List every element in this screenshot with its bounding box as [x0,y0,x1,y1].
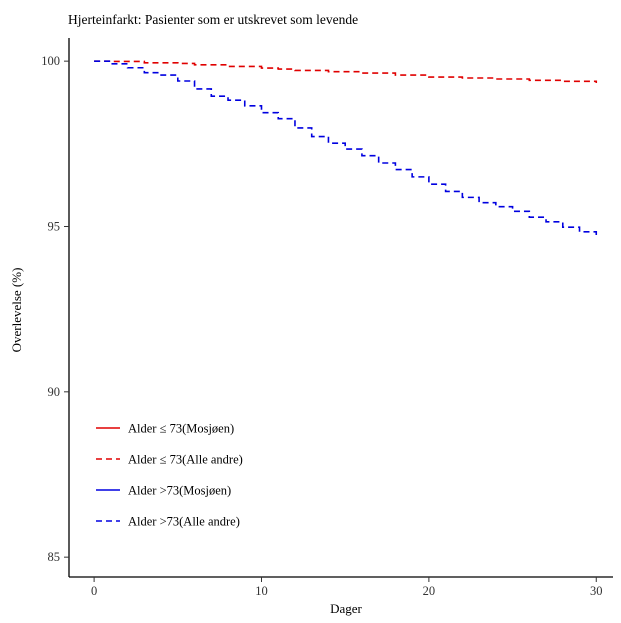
y-tick-label: 85 [48,550,61,564]
y-tick-label: 100 [41,54,60,68]
legend-label-4: Alder >73(Alle andre) [128,515,240,529]
chart-title: Hjerteinfarkt: Pasienter som er utskreve… [68,12,358,27]
plot-lines [94,60,598,236]
legend-label-3: Alder >73(Mosjøen) [128,484,231,498]
x-tick-label: 0 [91,584,97,598]
axes: 0 10 20 30 85 90 95 100 [41,38,613,598]
x-tick-label: 20 [423,584,436,598]
legend-label-2: Alder ≤ 73(Alle andre) [128,453,243,467]
y-tick-label: 90 [48,385,61,399]
y-axis-title: Overlevelse (%) [9,268,24,353]
x-tick-label: 30 [590,584,603,598]
x-axis-title: Dager [330,601,362,616]
legend-label-1: Alder ≤ 73(Mosjøen) [128,422,234,436]
series-line-2 [94,60,598,83]
series-line-4 [94,60,598,236]
legend: Alder ≤ 73(Mosjøen) Alder ≤ 73(Alle andre… [96,422,243,529]
y-tick-label: 95 [48,219,61,233]
x-tick-label: 10 [255,584,268,598]
